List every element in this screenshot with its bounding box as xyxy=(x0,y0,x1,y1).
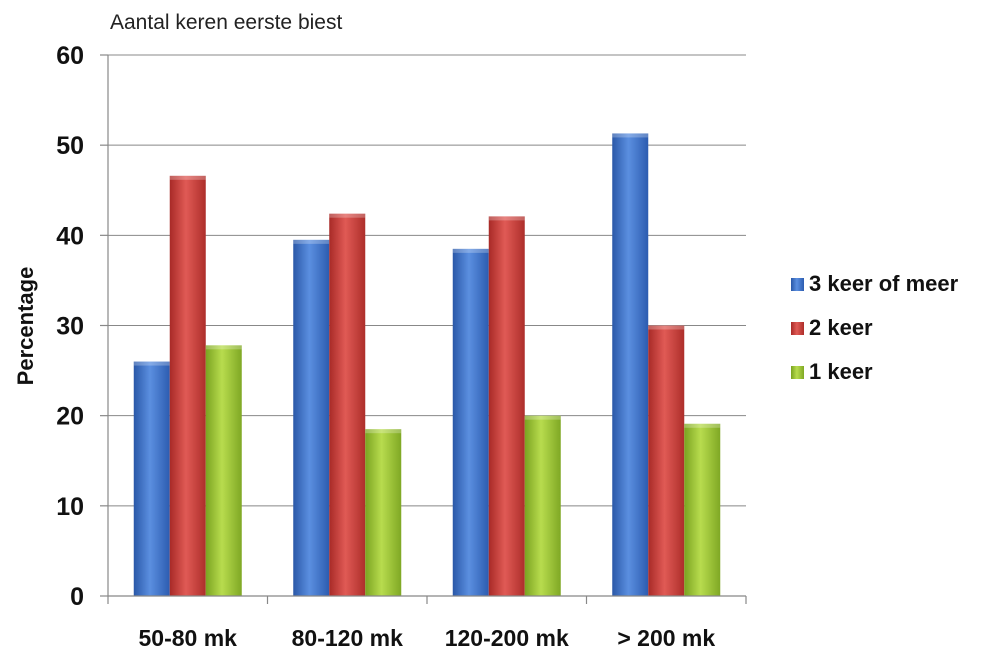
bar-top-highlight xyxy=(133,361,170,366)
chart-title: Aantal keren eerste biest xyxy=(110,11,342,34)
x-tick-label: 50-80 mk xyxy=(139,625,238,651)
y-tick-label: 10 xyxy=(56,493,84,521)
bar-top-highlight xyxy=(205,345,242,350)
legend-label: 3 keer of meer xyxy=(809,271,959,296)
x-tick-label: > 200 mk xyxy=(617,625,715,651)
bar-2-keer-2 xyxy=(329,213,366,596)
bar-2-keer-4 xyxy=(648,325,685,596)
legend: 3 keer of meer 2 keer 1 keer xyxy=(791,271,959,384)
y-tick-label: 30 xyxy=(56,313,84,341)
bar-top-highlight xyxy=(329,213,366,218)
bar-top-highlight xyxy=(612,133,649,138)
bar-1-keer-1 xyxy=(205,345,242,596)
x-tick-label: 120-200 mk xyxy=(445,625,569,651)
bar-3-keer-of-meer-1 xyxy=(133,361,170,596)
x-axis-ticks: 50-80 mk 80-120 mk 120-200 mk > 200 mk xyxy=(107,596,747,651)
legend-swatch xyxy=(791,322,804,335)
bar-top-highlight xyxy=(452,248,489,253)
bar-3-keer-of-meer-4 xyxy=(612,133,649,596)
legend-label: 1 keer xyxy=(809,359,873,384)
y-axis-ticks: 0 10 20 30 40 50 60 xyxy=(56,42,108,611)
bar-3-keer-of-meer-2 xyxy=(293,239,330,596)
legend-swatch xyxy=(791,278,804,291)
legend-swatch xyxy=(791,366,804,379)
bar-top-highlight xyxy=(169,175,206,180)
bar-top-highlight xyxy=(648,325,685,330)
bars xyxy=(133,133,721,597)
y-tick-label: 50 xyxy=(56,132,84,160)
bar-top-highlight xyxy=(488,216,525,221)
bar-2-keer-1 xyxy=(169,175,206,596)
bar-3-keer-of-meer-3 xyxy=(452,248,489,596)
y-tick-label: 20 xyxy=(56,403,84,431)
y-tick-label: 0 xyxy=(70,583,84,611)
bar-top-highlight xyxy=(365,429,402,434)
bar-1-keer-4 xyxy=(684,423,721,596)
bar-top-highlight xyxy=(684,423,721,428)
bar-1-keer-3 xyxy=(524,415,561,596)
y-tick-label: 60 xyxy=(56,42,84,70)
bar-1-keer-2 xyxy=(365,429,402,596)
bar-top-highlight xyxy=(524,415,561,420)
legend-label: 2 keer xyxy=(809,315,873,340)
y-axis-label: Percentage xyxy=(13,267,38,386)
y-tick-label: 40 xyxy=(56,222,84,250)
bar-2-keer-3 xyxy=(488,216,525,597)
x-tick-label: 80-120 mk xyxy=(292,625,403,651)
bar-top-highlight xyxy=(293,239,330,244)
